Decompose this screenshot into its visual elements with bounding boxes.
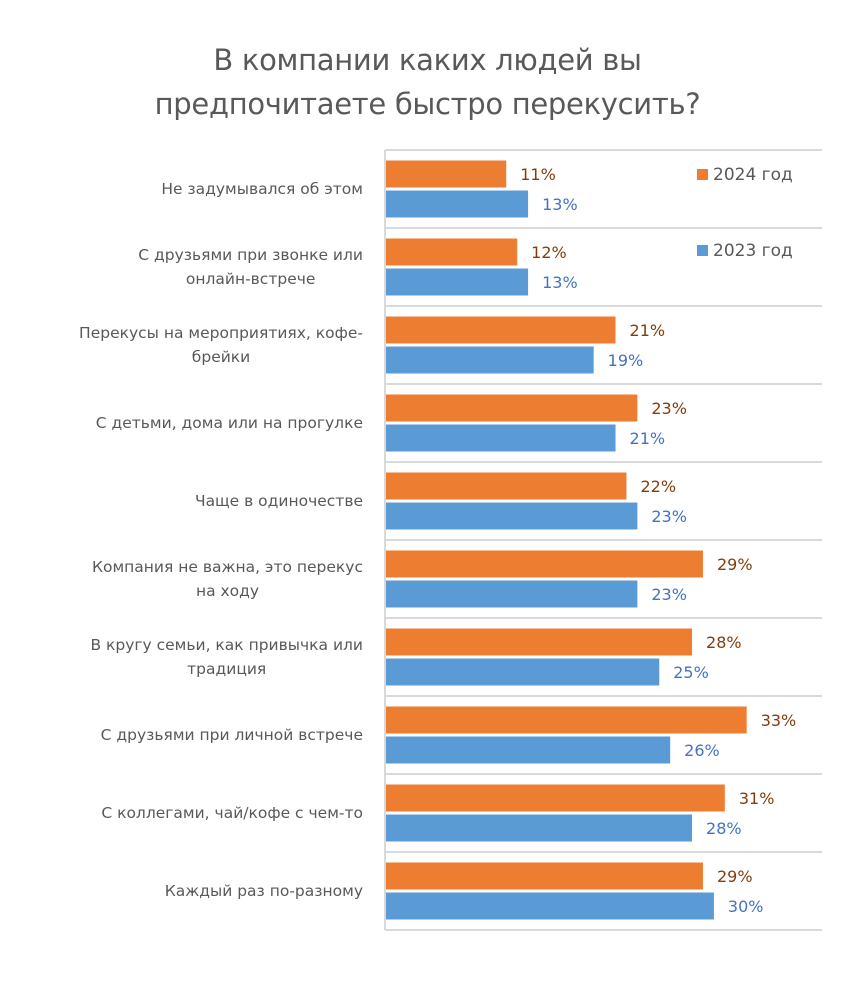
- bar-2023: [386, 502, 638, 530]
- data-label: 23%: [651, 507, 687, 526]
- category-label: С друзьями при личной встрече: [101, 726, 363, 744]
- category-label-line: С детьми, дома или на прогулке: [96, 414, 363, 432]
- category-label-line: Не задумывался об этом: [161, 180, 363, 198]
- category-label-line: Каждый раз по-разному: [165, 882, 363, 900]
- data-label: 21%: [630, 321, 666, 340]
- category-label: С детьми, дома или на прогулке: [96, 414, 363, 432]
- data-label: 31%: [739, 789, 775, 808]
- category-label: С друзьями при звонке или онлайн-встрече: [138, 246, 363, 288]
- bar-2023: [386, 892, 714, 920]
- category-label: Не задумывался об этом: [161, 180, 363, 198]
- bar-2023: [386, 268, 529, 296]
- bar-2024: [386, 394, 638, 422]
- category-label-line: Перекусы на мероприятиях, кофе-: [79, 324, 363, 342]
- category-label: Компания не важна, это перекус на ходу: [92, 558, 363, 600]
- bar-2024: [386, 628, 693, 656]
- data-label: 23%: [651, 399, 687, 418]
- chart-title-line-1: В компании каких людей вы: [213, 43, 642, 77]
- category-label-line: брейки: [192, 348, 250, 366]
- bar-2023: [386, 814, 693, 842]
- bar-2024: [386, 706, 747, 734]
- bar-2024: [386, 316, 616, 344]
- bar-2023: [386, 658, 660, 686]
- data-label: 13%: [542, 195, 578, 214]
- category-label: С коллегами, чай/кофе с чем-то: [101, 804, 363, 822]
- category-label-line: на ходу: [196, 582, 259, 600]
- category-label-line: Компания не важна, это перекус: [92, 558, 363, 576]
- data-label: 26%: [684, 741, 720, 760]
- category-label: Каждый раз по-разному: [165, 882, 363, 900]
- chart-title-line-2: предпочитаете быстро перекусить?: [154, 87, 701, 121]
- bar-2024: [386, 550, 703, 578]
- bar-2023: [386, 736, 671, 764]
- bar-2023: [386, 580, 638, 608]
- bar-2024: [386, 160, 507, 188]
- legend-entry: 2024 год: [713, 165, 793, 185]
- data-label: 25%: [673, 663, 709, 682]
- data-label: 28%: [706, 819, 742, 838]
- legend-swatch: [697, 169, 708, 180]
- data-label: 23%: [651, 585, 687, 604]
- data-label: 28%: [706, 633, 742, 652]
- data-label: 12%: [531, 243, 567, 262]
- legend-swatch: [697, 245, 708, 256]
- data-label: 19%: [608, 351, 644, 370]
- category-label-line: онлайн-встрече: [186, 270, 316, 288]
- bar-2024: [386, 238, 518, 266]
- bar-2023: [386, 190, 529, 218]
- category-label-line: С друзьями при звонке или: [138, 246, 363, 264]
- data-label: 11%: [520, 165, 556, 184]
- bar-2023: [386, 424, 616, 452]
- data-label: 33%: [761, 711, 797, 730]
- data-label: 13%: [542, 273, 578, 292]
- category-label-line: Чаще в одиночестве: [195, 492, 363, 510]
- category-label-line: В кругу семьи, как привычка или: [90, 636, 363, 654]
- bar-2024: [386, 862, 703, 890]
- category-label-line: С друзьями при личной встрече: [101, 726, 363, 744]
- bar-2024: [386, 472, 627, 500]
- data-label: 29%: [717, 867, 753, 886]
- data-label: 22%: [640, 477, 676, 496]
- category-label-line: традиция: [187, 660, 266, 678]
- category-label-line: С коллегами, чай/кофе с чем-то: [101, 804, 363, 822]
- bar-2023: [386, 346, 594, 374]
- category-label: Перекусы на мероприятиях, кофе-брейки: [79, 324, 363, 366]
- data-label: 30%: [728, 897, 764, 916]
- data-label: 21%: [630, 429, 666, 448]
- category-label: Чаще в одиночестве: [195, 492, 363, 510]
- bar-2024: [386, 784, 725, 812]
- chart-title: В компании каких людей вы предпочитаете …: [0, 38, 855, 126]
- data-label: 29%: [717, 555, 753, 574]
- category-label: В кругу семьи, как привычка или традиция: [90, 636, 363, 678]
- legend-entry: 2023 год: [713, 241, 793, 261]
